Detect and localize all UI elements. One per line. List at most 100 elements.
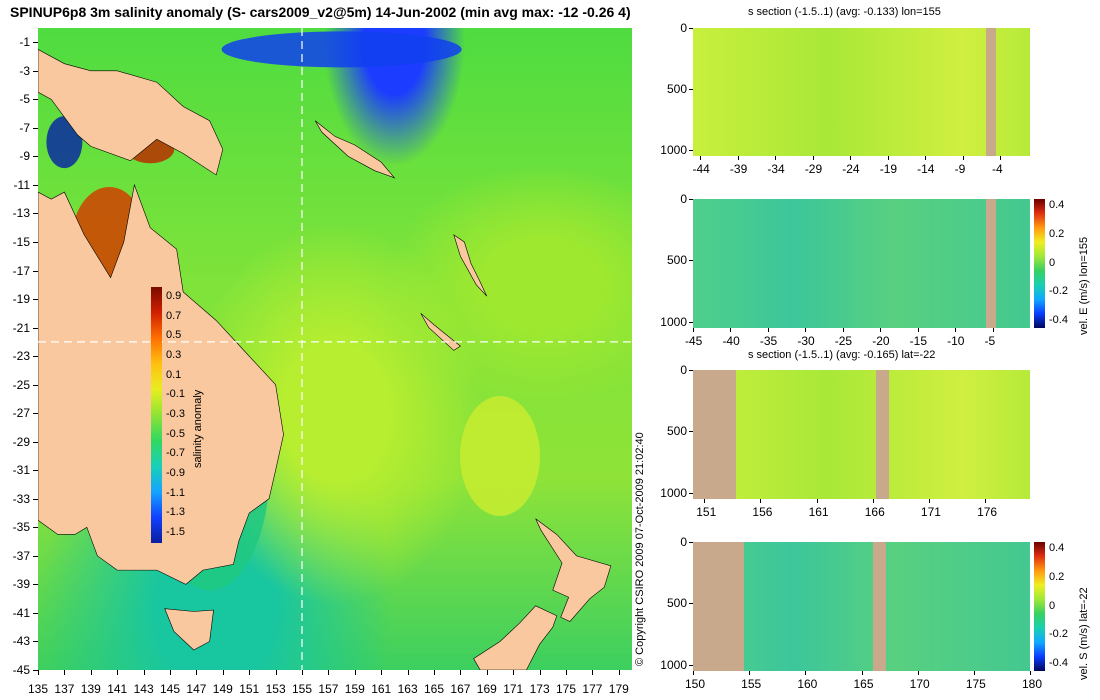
velS-colorbar-label: vel. S (m/s) lat=-22 [1078, 587, 1090, 680]
section-land-coast [693, 542, 744, 671]
map-x-tick-mark [196, 670, 198, 675]
map-y-tick-mark [33, 42, 38, 44]
velE-colorbar [1034, 199, 1045, 328]
map-x-tick-label: 173 [529, 682, 550, 696]
section-x-tick-label: -14 [917, 162, 935, 176]
map-y-tick-label: -33 [12, 491, 30, 506]
map-x-tick-mark [566, 670, 567, 675]
map-x-tick-label: 137 [54, 682, 75, 696]
map-x-tick-label: 169 [476, 682, 497, 696]
map-x-tick-label: 155 [292, 682, 313, 696]
velocity-colorbar-tick: 0.4 [1049, 199, 1065, 212]
map-x-tick-label: 139 [80, 682, 101, 696]
map-x-tick-mark [354, 670, 356, 675]
section-x-tick-mark [700, 156, 702, 160]
section-x-tick-mark [861, 671, 863, 675]
map-y-tick-mark [33, 299, 38, 301]
map-x-tick-mark [486, 670, 488, 675]
velS-colorbar [1034, 542, 1045, 671]
section-y-tick-label: 0 [680, 363, 687, 377]
map-colorbar-tick: -0.7 [166, 447, 185, 460]
section-y-tick-label: 0 [680, 21, 687, 35]
map-x-tick-label: 149 [212, 682, 233, 696]
map-colorbar-tick: 0.3 [166, 348, 182, 361]
section-land-island [985, 199, 996, 328]
velE-colorbar-label: vel. E (m/s) lon=155 [1078, 236, 1090, 335]
section-x-tick-mark [925, 156, 927, 160]
salinity-section-lon155 [693, 28, 1030, 156]
section-x-tick-label: -25 [834, 334, 853, 348]
section-y-tick-mark [689, 431, 693, 433]
section-x-tick-mark [816, 499, 818, 503]
map-colorbar-tick: 0.7 [166, 309, 182, 322]
section-y-tick-mark [689, 603, 693, 605]
map-colorbar-tick: 0.5 [166, 329, 182, 342]
map-x-tick-mark [38, 670, 39, 675]
map-x-tick-mark [434, 670, 435, 675]
section-y-tick-mark [689, 88, 693, 90]
section-y-tick-mark [689, 370, 693, 371]
map-x-tick-mark [381, 670, 383, 675]
map-colorbar-tick: 0.9 [166, 289, 182, 302]
section-x-tick-label: -15 [909, 334, 927, 348]
section-x-tick-label: -39 [729, 162, 748, 176]
map-overlay [38, 28, 632, 670]
section-x-tick-mark [842, 328, 844, 332]
map-y-tick-label: -39 [12, 577, 30, 592]
section-land-new-caledonia [872, 542, 886, 671]
map-x-tick-label: 171 [503, 682, 524, 696]
map-x-tick-mark [407, 670, 409, 675]
section-x-tick-mark [760, 499, 762, 503]
map-x-tick-mark [302, 670, 303, 675]
map-colorbar-tick: -1.5 [166, 526, 185, 539]
map-x-tick-mark [117, 670, 119, 675]
map-x-tick-label: 161 [371, 682, 392, 696]
section-x-tick-label: -30 [797, 334, 815, 348]
section-y-tick-mark [689, 542, 693, 543]
section-y-tick-mark [689, 260, 693, 262]
map-x-tick-mark [90, 670, 92, 675]
map-y-tick-label: -37 [12, 548, 30, 563]
map-y-tick-mark [33, 327, 38, 329]
map-y-tick-mark [33, 270, 38, 272]
map-x-tick-mark [170, 670, 171, 675]
map-y-tick-label: -27 [12, 406, 30, 421]
section-x-tick-label: -24 [842, 162, 860, 176]
section-x-tick-mark [812, 156, 814, 160]
section-x-tick-label: -29 [804, 162, 823, 176]
map-y-tick-label: -35 [12, 520, 30, 535]
velocity-south-section-lat-22 [693, 542, 1030, 671]
velocity-colorbar-tick: 0 [1049, 599, 1056, 612]
map-colorbar-tick: 0.1 [166, 368, 182, 381]
velocity-colorbar-tick: 0.2 [1049, 570, 1065, 583]
section-y-tick-mark [689, 149, 693, 151]
section-x-tick-mark [767, 328, 769, 332]
section-x-tick-label: 155 [741, 677, 762, 691]
map-y-tick-label: -9 [19, 149, 30, 164]
map-x-tick-mark [143, 670, 145, 675]
map-y-tick-mark [33, 99, 38, 101]
map-x-tick-mark [249, 670, 251, 675]
map-y-tick-label: -43 [12, 634, 30, 649]
new-zealand-north-island [535, 518, 612, 622]
map-y-tick-mark [33, 384, 38, 386]
section-x-tick-mark [955, 328, 957, 332]
map-y-tick-mark [33, 527, 38, 529]
section-x-tick-label: 165 [853, 677, 874, 691]
section-x-tick-label: -45 [685, 334, 703, 348]
section-x-tick-label: 150 [685, 677, 706, 691]
section-y-tick-label: 500 [666, 81, 687, 96]
section-x-tick-mark [704, 499, 706, 503]
map-y-tick-label: -29 [12, 434, 30, 449]
section-x-tick-mark [985, 499, 987, 503]
section-x-tick-label: -4 [992, 162, 1003, 176]
section-x-tick-mark [872, 499, 874, 503]
map-colorbar-tick: -0.5 [166, 427, 185, 440]
section-x-tick-label: -10 [947, 334, 965, 348]
section-x-tick-label: -9 [954, 162, 966, 176]
map-y-tick-mark [33, 356, 38, 358]
velocity-colorbar-tick: 0.4 [1049, 542, 1065, 555]
section-x-tick-label: -20 [872, 334, 890, 348]
section-x-tick-label: 161 [808, 505, 829, 519]
section-x-tick-mark [730, 328, 732, 332]
